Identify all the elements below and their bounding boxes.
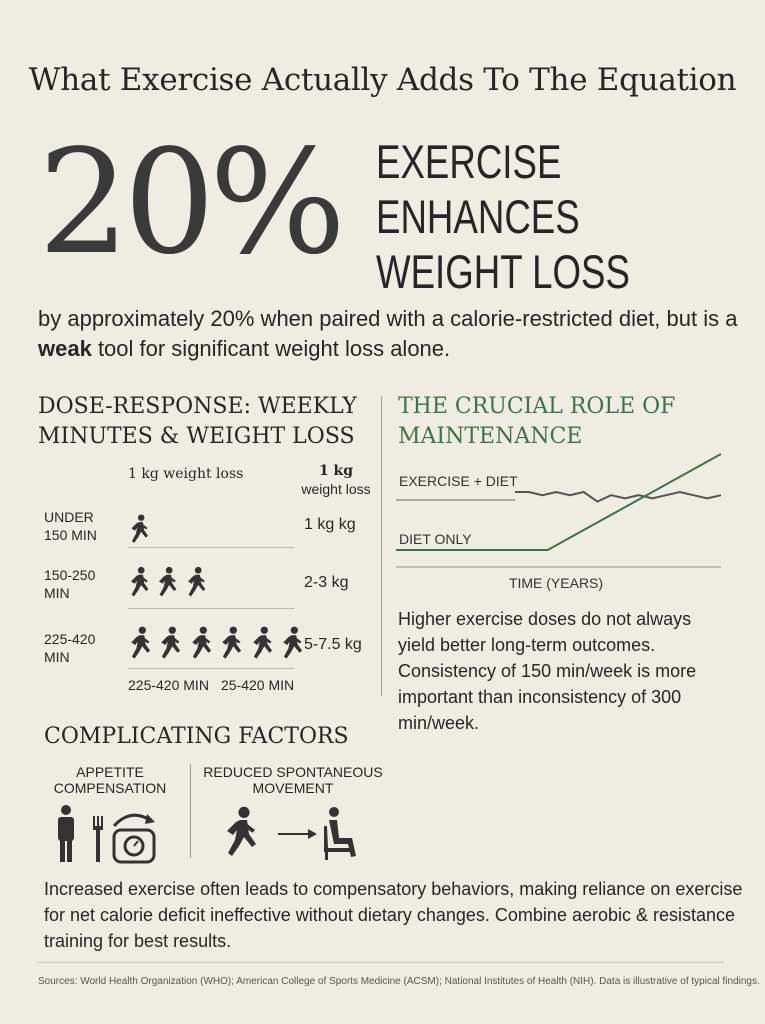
maintenance-chart: EXERCISE + DIET DIET ONLY TIME (YEARS) xyxy=(396,453,722,591)
factor-label-line: APPETITE xyxy=(76,764,144,780)
complicating-title: COMPLICATING FACTORS xyxy=(44,724,349,749)
arrow-right-icon xyxy=(278,829,317,839)
page-title: What Exercise Actually Adds To The Equat… xyxy=(28,62,737,98)
series-label-exercise-diet: EXERCISE + DIET xyxy=(399,473,518,489)
dose-row-value: 1 kg kg xyxy=(304,516,356,533)
factor-label-line: MOVEMENT xyxy=(252,780,334,796)
walking-person-icon xyxy=(253,626,272,659)
dose-row-label: 225-420 MIN xyxy=(44,630,95,666)
row-label-line: 150 MIN xyxy=(44,527,97,543)
series-line-exercise-diet xyxy=(515,490,722,503)
factor-icons xyxy=(52,804,172,869)
walking-person-icon xyxy=(222,626,242,659)
dose-row-figures xyxy=(128,626,306,665)
headline-line: ENHANCES xyxy=(376,190,580,243)
walking-person-icon xyxy=(131,566,149,597)
walking-person-icon xyxy=(131,626,151,659)
footer-divider xyxy=(38,962,724,963)
dose-title-line: MINUTES & WEIGHT LOSS xyxy=(38,424,355,449)
divider xyxy=(128,608,294,609)
fork-icon xyxy=(93,816,103,862)
headline-line: WEIGHT LOSS xyxy=(376,245,630,298)
dose-row-value: 5-7.5 kg xyxy=(304,636,362,653)
lead-text: by approximately 20% when paired with a … xyxy=(38,306,738,331)
hero-headline: EXERCISE ENHANCES WEIGHT LOSS xyxy=(376,134,665,299)
row-label-line: MIN xyxy=(44,585,70,601)
dose-col-header-bold: 1 kg xyxy=(318,463,354,479)
lead-text: tool for significant weight loss alone. xyxy=(91,336,451,361)
factor-label-line: REDUCED SPONTANEOUS xyxy=(203,764,383,780)
x-axis-label: TIME (YEARS) xyxy=(509,575,603,591)
hero-lead: by approximately 20% when paired with a … xyxy=(38,304,758,364)
dose-col-header-left: 1 kg weight loss xyxy=(128,466,244,482)
walking-person-icon xyxy=(227,806,256,856)
scale-icon xyxy=(112,813,156,864)
series-label-diet-only: DIET ONLY xyxy=(399,531,472,547)
series-line-diet-only xyxy=(396,453,722,551)
factor-icons xyxy=(222,804,372,869)
row-label-line: UNDER xyxy=(44,509,94,525)
dose-section-title: DOSE-RESPONSE: WEEKLY MINUTES & WEIGHT L… xyxy=(38,392,357,452)
person-icon xyxy=(58,805,74,862)
complicating-paragraph: Increased exercise often leads to compen… xyxy=(44,879,743,951)
column-divider xyxy=(381,396,382,696)
row-label-line: MIN xyxy=(44,649,70,665)
hero-percent: 20% xyxy=(38,118,346,286)
maintenance-title: THE CRUCIAL ROLE OF MAINTENANCE xyxy=(398,392,675,452)
factor-label: REDUCED SPONTANEOUS MOVEMENT xyxy=(200,764,386,796)
dose-footer-label: 25-420 MIN xyxy=(221,677,295,693)
dose-col-header-right: 1 kg weight loss xyxy=(298,462,374,498)
factor-divider xyxy=(190,764,191,858)
divider xyxy=(128,668,294,669)
factor-label: APPETITE COMPENSATION xyxy=(46,764,174,796)
seated-person-icon xyxy=(324,807,356,860)
lead-bold: weak xyxy=(38,336,92,361)
walking-person-icon xyxy=(159,566,177,597)
row-label-line: 150-250 xyxy=(44,567,96,583)
headline-line: EXERCISE xyxy=(376,135,562,188)
maintenance-paragraph: Higher exercise doses do not always yiel… xyxy=(398,609,697,733)
divider xyxy=(128,547,294,548)
row-label-line: 225-420 xyxy=(44,631,96,647)
dose-footer-label: 225-420 MIN xyxy=(128,677,209,693)
walking-person-icon xyxy=(161,626,181,659)
walking-person-icon xyxy=(283,626,303,659)
dose-col-header-sub: weight loss xyxy=(301,481,371,497)
maintenance-title-line: MAINTENANCE xyxy=(398,424,583,449)
maintenance-title-line: THE CRUCIAL ROLE OF xyxy=(398,394,676,419)
dose-row-label: UNDER 150 MIN xyxy=(44,508,97,544)
walking-person-icon xyxy=(131,514,149,543)
dose-title-line: DOSE-RESPONSE: WEEKLY xyxy=(38,394,357,419)
factor-label-line: COMPENSATION xyxy=(53,780,167,796)
sources-note: Sources: World Health Organization (WHO)… xyxy=(38,976,760,987)
dose-row-value: 2-3 kg xyxy=(304,574,349,591)
walking-person-icon xyxy=(187,566,206,597)
dose-row-figures xyxy=(128,514,152,549)
walking-person-icon xyxy=(192,626,212,659)
dose-row-label: 150-250 MIN xyxy=(44,566,95,602)
dose-row-figures xyxy=(128,566,209,603)
